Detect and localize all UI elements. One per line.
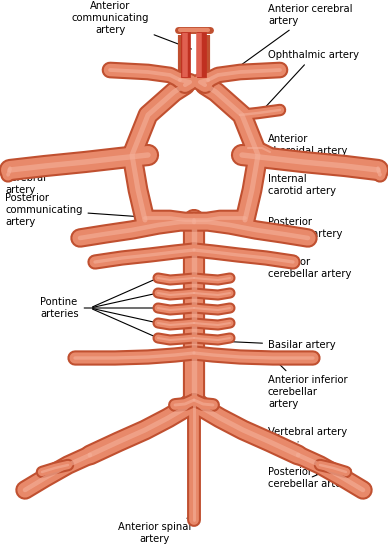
Text: Anterior cerebral
artery: Anterior cerebral artery xyxy=(232,4,353,71)
Text: Anterior
communicating
artery: Anterior communicating artery xyxy=(71,2,191,49)
Text: Vertebral artery: Vertebral artery xyxy=(268,427,347,442)
Text: Posterior
communicating
artery: Posterior communicating artery xyxy=(5,193,155,227)
Text: Anterior spinal
artery: Anterior spinal artery xyxy=(118,516,192,544)
Text: Posterior
cerebral artery: Posterior cerebral artery xyxy=(265,217,342,239)
Text: Anterior
choroidal artery: Anterior choroidal artery xyxy=(262,134,347,156)
Text: Anterior inferior
cerebellar
artery: Anterior inferior cerebellar artery xyxy=(268,360,348,409)
Text: Middle
cerebral
artery: Middle cerebral artery xyxy=(5,161,46,195)
Text: Ophthalmic artery: Ophthalmic artery xyxy=(262,50,359,111)
Text: Superior
cerebellar artery: Superior cerebellar artery xyxy=(261,257,352,279)
Text: Basilar artery: Basilar artery xyxy=(197,340,336,350)
Text: Internal
carotid artery: Internal carotid artery xyxy=(255,174,336,196)
Text: Posterior inferior
cerebellar artery: Posterior inferior cerebellar artery xyxy=(268,467,352,489)
Text: Pontine
arteries: Pontine arteries xyxy=(40,297,155,319)
